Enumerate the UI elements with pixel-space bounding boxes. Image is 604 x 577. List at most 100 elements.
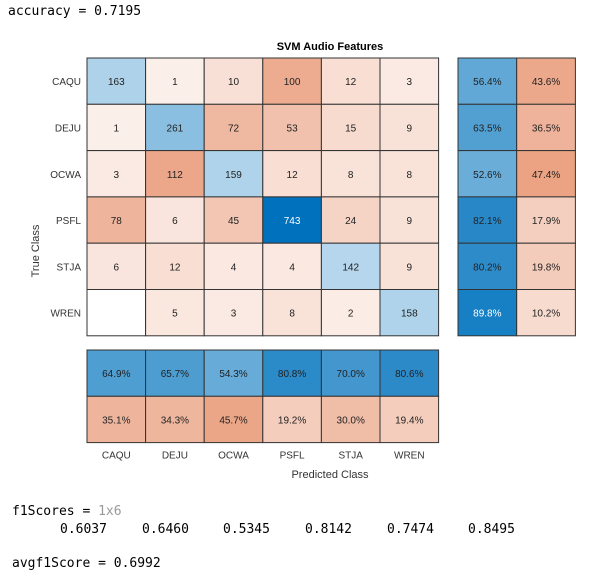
matrix-cell-wren-wren xyxy=(379,289,440,337)
matrix-cell-caqu-deju-label: 1 xyxy=(172,77,178,88)
f1-scores-label: f1Scores = xyxy=(12,504,99,519)
x-tick-label: CAQU xyxy=(102,451,131,462)
row-incorrect-deju xyxy=(516,103,576,152)
matrix-cell-deju-ocwa xyxy=(203,103,264,152)
matrix-cell-stja-wren xyxy=(379,242,440,290)
col-correct-psfl-label: 80.8% xyxy=(278,369,306,380)
f1-scores-header: f1Scores = 1x6 xyxy=(12,504,122,519)
matrix-cell-caqu-wren-label: 3 xyxy=(407,77,413,88)
matrix-cell-deju-deju-label: 261 xyxy=(167,123,184,134)
row-incorrect-wren-label: 10.2% xyxy=(532,309,560,320)
matrix-cell-stja-stja-label: 142 xyxy=(342,262,359,273)
row-correct-ocwa-label: 52.6% xyxy=(473,170,501,181)
avg-f1-score-output: avgf1Score = 0.6992 xyxy=(12,556,161,571)
matrix-cell-wren-wren-label: 158 xyxy=(401,309,418,320)
matrix-cell-deju-caqu xyxy=(86,103,147,152)
f1-scores-size: 1x6 xyxy=(98,504,122,519)
col-incorrect-caqu-label: 35.1% xyxy=(102,415,130,426)
matrix-cell-psfl-ocwa-label: 45 xyxy=(228,216,240,227)
matrix-cell-ocwa-ocwa-label: 159 xyxy=(225,170,242,181)
f1-score-value: 0.5345 xyxy=(223,522,270,537)
col-correct-wren-label: 80.6% xyxy=(395,369,423,380)
y-axis-label: True Class xyxy=(30,224,42,277)
matrix-cell-wren-psfl xyxy=(262,289,322,337)
row-correct-deju-label: 63.5% xyxy=(473,123,501,134)
x-tick-label: PSFL xyxy=(280,451,305,462)
matrix-cell-caqu-caqu xyxy=(86,57,147,105)
matrix-cell-wren-stja xyxy=(320,289,381,337)
matrix-cell-caqu-ocwa-label: 10 xyxy=(228,77,240,88)
col-correct-ocwa-label: 54.3% xyxy=(219,369,247,380)
f1-score-value: 0.8495 xyxy=(468,522,515,537)
matrix-cell-psfl-stja-label: 24 xyxy=(345,216,357,227)
row-correct-stja xyxy=(457,242,518,290)
col-correct-caqu xyxy=(86,349,147,397)
matrix-cell-caqu-caqu-label: 163 xyxy=(108,77,125,88)
matrix-cell-stja-psfl-label: 4 xyxy=(289,262,295,273)
matrix-cell-stja-ocwa xyxy=(203,242,264,290)
row-incorrect-caqu xyxy=(516,57,576,105)
matrix-cell-ocwa-wren-label: 8 xyxy=(407,170,413,181)
col-incorrect-wren xyxy=(379,395,440,444)
matrix-cell-stja-ocwa-label: 4 xyxy=(231,262,237,273)
row-correct-caqu xyxy=(457,57,518,105)
row-incorrect-deju-label: 36.5% xyxy=(532,123,560,134)
column-summary: 64.9% 35.1% 65.7% 34.3% 54.3% 45.7% 80.8% 19.2%… xyxy=(86,349,440,444)
row-correct-stja-label: 80.2% xyxy=(473,262,501,273)
matrix-cell-wren-stja-label: 2 xyxy=(348,309,354,320)
x-axis-label: Predicted Class xyxy=(291,469,369,481)
col-incorrect-deju-label: 34.3% xyxy=(161,415,189,426)
matrix-cell-wren-ocwa-label: 3 xyxy=(231,309,237,320)
col-correct-caqu-label: 64.9% xyxy=(102,369,130,380)
matrix-cell-psfl-caqu xyxy=(86,196,147,244)
matrix-cell-stja-psfl xyxy=(262,242,322,290)
x-tick-label: STJA xyxy=(338,451,363,462)
matrix-cell-psfl-ocwa xyxy=(203,196,264,244)
col-correct-ocwa xyxy=(203,349,264,397)
col-incorrect-deju xyxy=(145,395,205,444)
matrix-cell-stja-deju-label: 12 xyxy=(169,262,181,273)
x-tick-label: OCWA xyxy=(218,451,249,462)
row-correct-wren-label: 89.8% xyxy=(473,309,501,320)
matrix-cell-deju-stja-label: 15 xyxy=(345,123,357,134)
col-correct-stja xyxy=(320,349,381,397)
matrix-cell-ocwa-stja xyxy=(320,150,381,198)
row-correct-ocwa xyxy=(457,150,518,198)
row-correct-caqu-label: 56.4% xyxy=(473,77,501,88)
col-incorrect-psfl xyxy=(262,395,322,444)
col-incorrect-wren-label: 19.4% xyxy=(395,415,423,426)
col-correct-deju-label: 65.7% xyxy=(161,369,189,380)
row-incorrect-stja-label: 19.8% xyxy=(532,262,560,273)
matrix-cell-wren-deju xyxy=(145,289,205,337)
row-correct-psfl-label: 82.1% xyxy=(473,216,501,227)
x-tick-label: DEJU xyxy=(162,451,188,462)
matrix-cell-ocwa-psfl-label: 12 xyxy=(287,170,299,181)
col-incorrect-ocwa-label: 45.7% xyxy=(219,415,247,426)
matrix-cell-deju-wren-label: 9 xyxy=(407,123,413,134)
col-incorrect-caqu xyxy=(86,395,147,444)
matrix-cell-ocwa-wren xyxy=(379,150,440,198)
matrix-cell-ocwa-psfl xyxy=(262,150,322,198)
matrix-cell-ocwa-caqu xyxy=(86,150,147,198)
row-incorrect-stja xyxy=(516,242,576,290)
chart-title: SVM Audio Features xyxy=(277,41,384,53)
col-correct-deju xyxy=(145,349,205,397)
row-incorrect-ocwa-label: 47.4% xyxy=(532,170,560,181)
matrix-cell-psfl-deju-label: 6 xyxy=(172,216,178,227)
y-tick-label: CAQU xyxy=(52,77,81,88)
matrix-cell-caqu-stja-label: 12 xyxy=(345,77,357,88)
matrix-cell-caqu-deju xyxy=(145,57,205,105)
matrix-cell-psfl-deju xyxy=(145,196,205,244)
f1-score-value: 0.7474 xyxy=(387,522,434,537)
row-incorrect-caqu-label: 43.6% xyxy=(532,77,560,88)
matrix-cells: 163 1 10 100 12 31 261 72 53 15 93 112 159 12 8 878 6 45 7… xyxy=(86,57,440,337)
matrix-cell-wren-ocwa xyxy=(203,289,264,337)
matrix-cell-psfl-wren-label: 9 xyxy=(407,216,413,227)
y-tick-label: PSFL xyxy=(56,216,81,227)
matrix-cell-ocwa-deju-label: 112 xyxy=(167,170,183,181)
confusion-matrix-chart: SVM Audio Features True Class Predicted … xyxy=(30,41,576,481)
f1-score-value: 0.6460 xyxy=(142,522,189,537)
f1-score-value: 0.6037 xyxy=(60,522,107,537)
matrix-cell-stja-caqu-label: 6 xyxy=(114,262,120,273)
matrix-cell-stja-wren-label: 9 xyxy=(407,262,413,273)
